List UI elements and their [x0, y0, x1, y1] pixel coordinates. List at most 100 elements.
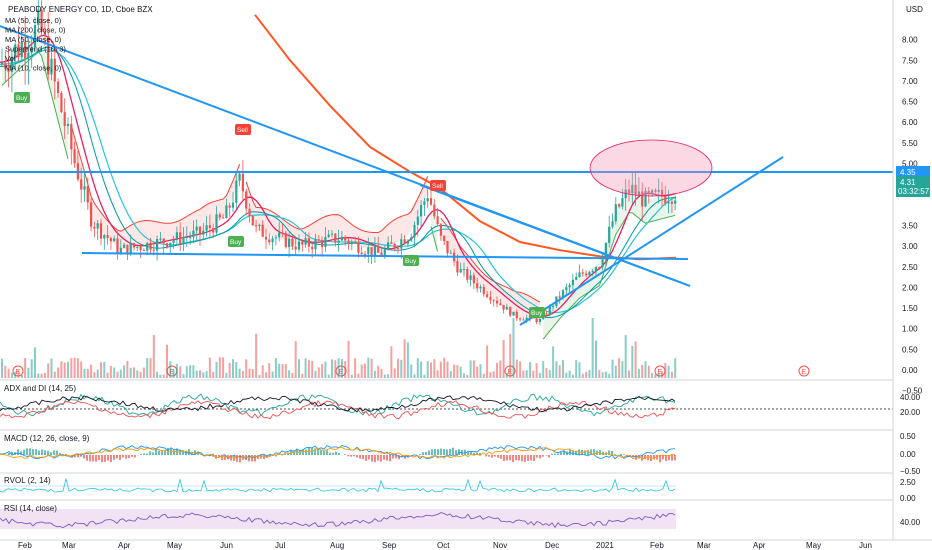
macd-histogram-bar [269, 455, 271, 457]
candle-body [172, 240, 175, 243]
macd-histogram-bar [509, 455, 511, 461]
candle-body [284, 232, 287, 248]
volume-bar [294, 341, 297, 378]
candle-body [568, 285, 571, 288]
macd-histogram-bar [128, 455, 130, 459]
macd-histogram-bar [395, 455, 397, 459]
candle-body [416, 216, 419, 225]
candle-body [66, 123, 70, 126]
candle-body [545, 313, 548, 315]
candle-body [0, 62, 4, 65]
volume-bar [340, 358, 343, 378]
macd-histogram-bar [623, 454, 625, 455]
macd-histogram-bar [590, 449, 592, 455]
volume-bar [595, 340, 597, 378]
currency-label: USD [906, 5, 923, 14]
candle-body [637, 191, 640, 196]
candle-body [162, 238, 165, 244]
volume-bar [614, 365, 617, 378]
volume-bar [1, 358, 3, 378]
candle-body [165, 243, 169, 247]
macd-histogram-bar [377, 455, 379, 461]
candle-body [330, 233, 334, 235]
macd-histogram-bar [77, 455, 79, 458]
macd-histogram-bar [368, 455, 370, 460]
macd-histogram-bar [506, 455, 508, 461]
candle-body [482, 286, 485, 295]
macd-histogram-bar [560, 451, 562, 455]
volume-bar [255, 333, 258, 378]
macd-histogram-bar [26, 448, 28, 455]
volume-bar [119, 369, 122, 378]
macd-histogram-bar [218, 455, 220, 457]
macd-histogram-bar [104, 455, 106, 462]
candle-body [479, 286, 482, 289]
volume-bar [519, 361, 522, 378]
volume-bar [420, 361, 423, 378]
volume-bar [436, 370, 439, 378]
time-axis-tick: Aug [330, 541, 344, 550]
rsi-axis-tick: 40.00 [900, 518, 921, 527]
volume-bar [321, 364, 324, 378]
candle-body [337, 240, 340, 243]
volume-bar [172, 369, 175, 378]
volume-bar [314, 370, 317, 378]
price-pane[interactable]: EEEEEEBuySellBuySellBuyBuy [0, 0, 893, 378]
candle-body [43, 31, 46, 37]
macd-histogram-bar [587, 450, 589, 455]
candle-body [446, 241, 449, 254]
ma-50-teal [0, 49, 677, 314]
macd-histogram-bar [440, 448, 442, 455]
macd-histogram-bar [110, 455, 112, 463]
price-axis-tick: 3.50 [902, 221, 918, 230]
volume-bar [146, 358, 149, 378]
macd-histogram-bar [308, 448, 310, 455]
volume-bar [522, 370, 525, 378]
volume-bar [532, 370, 535, 378]
macd-histogram-bar [161, 450, 163, 455]
volume-bar [106, 372, 109, 378]
indicator-legend[interactable]: MA (50, close, 0)MA (200, close, 0)MA (5… [5, 16, 66, 73]
macd-histogram-bar [92, 455, 94, 462]
candle-body [281, 232, 284, 234]
macd-histogram-bar [176, 448, 178, 455]
time-axis-tick: May [806, 541, 821, 550]
volume-bar [591, 318, 594, 378]
macd-histogram-bar [326, 450, 328, 455]
candle-body [20, 41, 23, 58]
supertrend-down-line [245, 176, 429, 233]
macd-histogram-bar [452, 447, 454, 455]
rsi-line [0, 512, 676, 528]
volume-bar [558, 365, 561, 378]
candle-body [354, 241, 357, 243]
candle-body [113, 238, 116, 242]
supertrend-down-fill [71, 125, 240, 251]
volume-bar [185, 366, 188, 378]
candle-body [304, 238, 307, 245]
macd-histogram-bar [281, 454, 283, 455]
volume-bar [370, 358, 373, 378]
macd-histogram-bar [656, 455, 658, 460]
macd-axis-tick: 0.50 [900, 432, 916, 441]
candle-body [350, 241, 353, 245]
macd-histogram-bar [359, 455, 361, 459]
candle-body [459, 269, 462, 273]
macd-histogram-bar [431, 449, 433, 455]
macd-histogram-bar [260, 455, 262, 459]
candle-body [238, 173, 241, 181]
volume-bar [367, 357, 370, 378]
macd-histogram-bar [362, 455, 364, 460]
volume-bar [347, 340, 350, 378]
time-axis-tick: Mar [697, 541, 711, 550]
macd-histogram-bar [98, 455, 100, 461]
macd-histogram-bar [539, 455, 541, 459]
adx-axis-tick: 40.00 [900, 393, 921, 402]
macd-histogram-bar [503, 455, 505, 461]
time-axis-tick: Feb [18, 541, 32, 550]
volume-bar [30, 359, 33, 378]
candle-body [70, 123, 73, 150]
candle-body [311, 246, 314, 250]
volume-bar [228, 362, 231, 378]
time-axis-tick: Jun [859, 541, 872, 550]
